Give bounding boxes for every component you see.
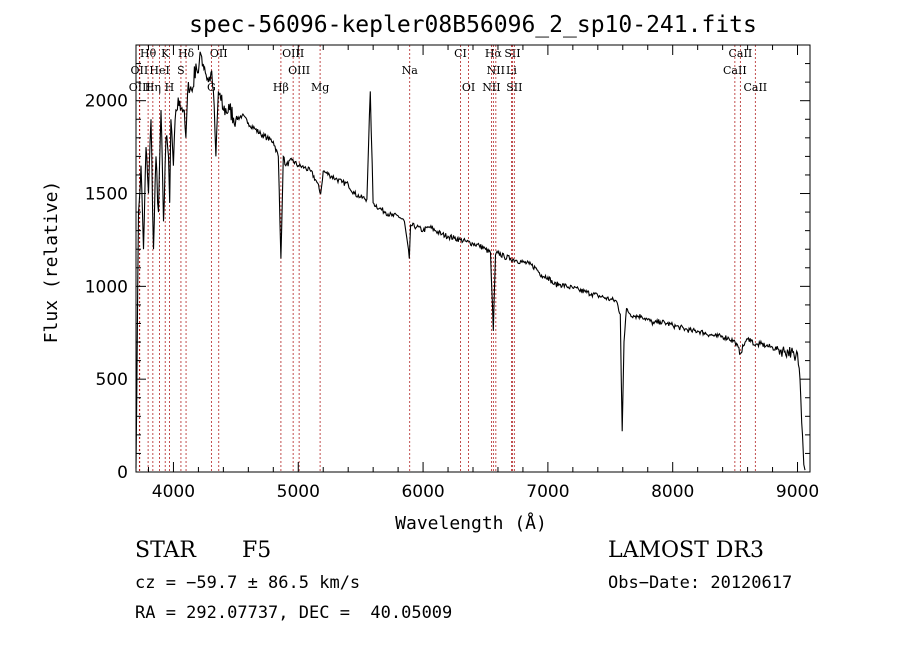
object-class: STAR xyxy=(135,538,196,563)
spectral-line-label-22: Mg xyxy=(311,81,329,94)
spectral-line-label-21: Hβ xyxy=(273,81,289,94)
spectral-line-label-26: CaII xyxy=(743,81,767,94)
spectral-line-label-11: S xyxy=(177,64,185,77)
spectral-line-label-24: NII xyxy=(482,81,500,94)
spectral-line-label-4: OIII xyxy=(282,47,304,60)
y-tick-label-2: 1000 xyxy=(85,277,128,297)
spectral-line-label-19: H xyxy=(165,81,175,94)
x-tick-label-4: 8000 xyxy=(651,482,694,502)
spectral-line-label-8: CaII xyxy=(729,47,753,60)
spectral-line-label-15: Li xyxy=(506,64,517,77)
spectral-line-label-1: K xyxy=(161,47,170,60)
spectral-line-label-14: NII xyxy=(487,64,505,77)
chart-title: spec-56096-kepler08B56096_2_sp10-241.fit… xyxy=(189,12,757,38)
spectral-line-label-18: Hη xyxy=(145,81,161,94)
spectral-line-label-6: Hα xyxy=(485,47,503,60)
spectral-line-label-25: SII xyxy=(506,81,522,94)
x-tick-label-1: 5000 xyxy=(277,482,320,502)
spectral-line-label-5: CI xyxy=(454,47,467,60)
plot-frame xyxy=(135,44,811,473)
spectrum-series-line xyxy=(135,51,806,471)
redshift-velocity: cz = −59.7 ± 86.5 km/s xyxy=(135,573,361,593)
spectral-line-label-7: SII xyxy=(504,47,520,60)
spectral-line-label-20: G xyxy=(207,81,216,94)
spectral-line-label-12: OIII xyxy=(288,64,310,77)
survey-name: LAMOST DR3 xyxy=(608,538,764,563)
spectral-line-label-2: Hδ xyxy=(178,47,195,60)
y-axis-label: Flux (relative) xyxy=(41,181,62,344)
y-tick-label-0: 0 xyxy=(117,463,128,483)
x-tick-label-0: 4000 xyxy=(152,482,195,502)
spectral-line-label-13: Na xyxy=(402,64,419,77)
spectral-line-label-23: OI xyxy=(462,81,475,94)
y-tick-label-3: 1500 xyxy=(85,185,128,205)
x-tick-label-2: 6000 xyxy=(401,482,444,502)
spectral-line-label-16: CaII xyxy=(723,64,747,77)
x-axis-label: Wavelength (Å) xyxy=(395,512,547,534)
object-subclass: F5 xyxy=(242,538,272,563)
spectral-line-label-17: OIII xyxy=(129,81,151,94)
observation-date: Obs−Date: 20120617 xyxy=(608,573,793,593)
y-tick-label-1: 500 xyxy=(96,370,128,390)
spectral-line-label-3: OII xyxy=(210,47,228,60)
spectral-line-label-10: HeI xyxy=(149,64,169,77)
y-tick-label-4: 2000 xyxy=(85,92,128,112)
x-tick-label-3: 7000 xyxy=(526,482,569,502)
spectral-line-label-0: Hθ xyxy=(140,47,157,60)
ra-dec-coordinates: RA = 292.07737, DEC = 40.05009 xyxy=(135,603,453,623)
x-tick-label-5: 9000 xyxy=(776,482,819,502)
axis-ticks: 4000 5000 6000 7000 8000 9000 0 500 1000 1500 2000 xyxy=(85,44,819,502)
